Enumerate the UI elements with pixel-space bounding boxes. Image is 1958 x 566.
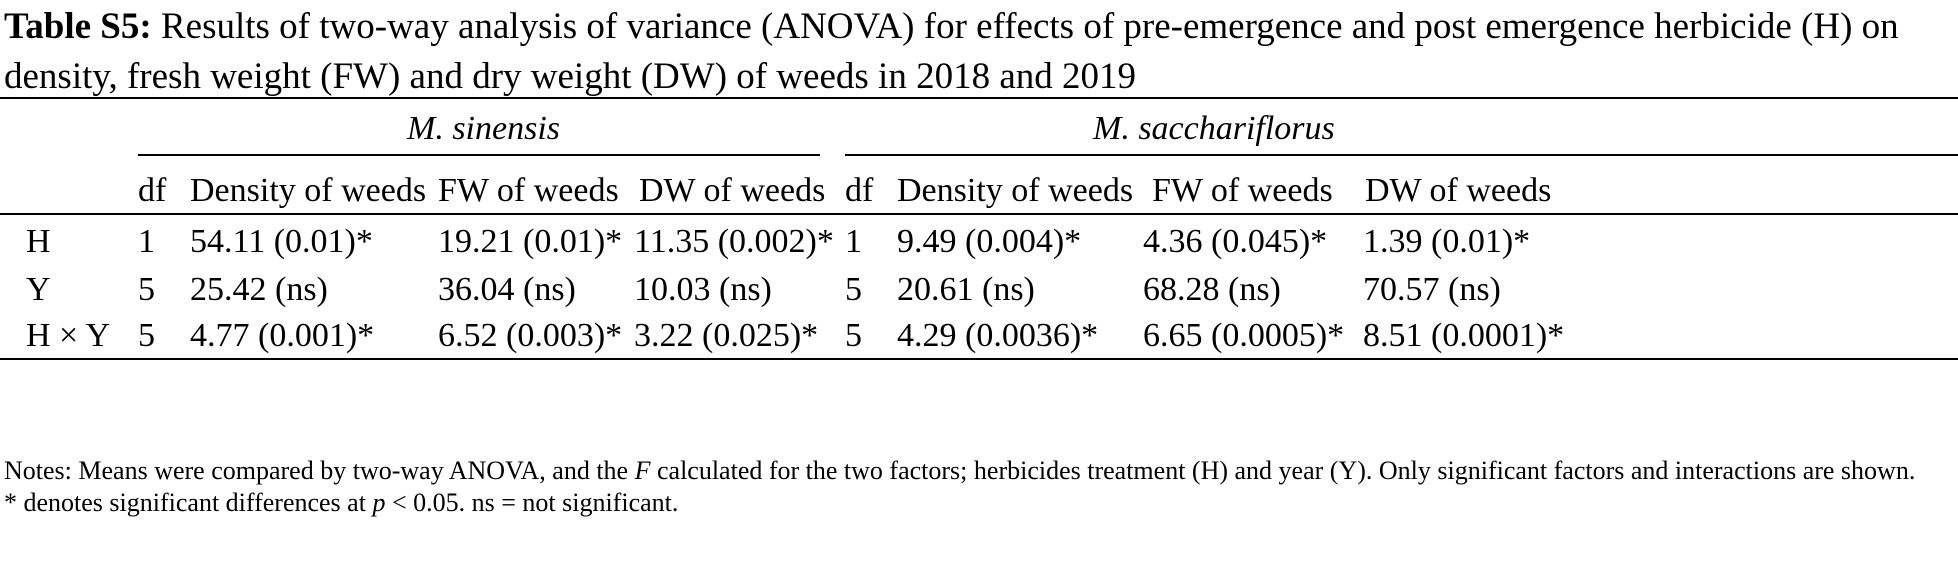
table-cell: 36.04 (ns): [438, 271, 576, 308]
table-cell: 8.51 (0.0001)*: [1363, 317, 1565, 354]
table-cell: 6.65 (0.0005)*: [1143, 317, 1345, 354]
table-cell: 25.42 (ns): [190, 271, 328, 308]
table-cell: 9.49 (0.004)*: [897, 223, 1082, 260]
row-label: Y: [26, 271, 51, 308]
notes-p-symbol: p: [372, 488, 386, 517]
caption-label: Table S5:: [4, 6, 152, 47]
column-header: DW of weeds: [639, 172, 826, 209]
table-cell: 1: [138, 223, 155, 260]
table-cell: 20.61 (ns): [897, 271, 1035, 308]
column-header: Density of weeds: [897, 172, 1134, 209]
group-header-sacchariflorus: M. sacchariflorus: [1093, 110, 1335, 147]
column-header: df: [138, 172, 167, 209]
header-rule: [0, 213, 1958, 215]
table-cell: 1.39 (0.01)*: [1363, 223, 1531, 260]
notes-line-2: * denotes significant differences at p <…: [4, 487, 1954, 519]
column-header: DW of weeds: [1365, 172, 1552, 209]
group-rule-sacchariflorus: [845, 154, 1958, 156]
table-cell: 68.28 (ns): [1143, 271, 1281, 308]
notes-text: < 0.05. ns = not significant.: [385, 488, 679, 517]
table-cell: 70.57 (ns): [1363, 271, 1501, 308]
table-cell: 5: [845, 317, 862, 354]
notes-text: Notes: Means were compared by two-way AN…: [4, 456, 635, 485]
table-cell: 54.11 (0.01)*: [190, 223, 373, 260]
group-header-sinensis: M. sinensis: [407, 110, 560, 147]
notes-f-symbol: F: [634, 456, 651, 485]
table-cell: 5: [845, 271, 862, 308]
row-label: H: [26, 223, 51, 260]
caption-text: Results of two-way analysis of variance …: [4, 6, 1899, 97]
table-cell: 19.21 (0.01)*: [438, 223, 623, 260]
table-cell: 4.36 (0.045)*: [1143, 223, 1328, 260]
top-rule: [0, 97, 1958, 99]
table-cell: 1: [845, 223, 862, 260]
table-cell: 4.77 (0.001)*: [190, 317, 375, 354]
table-notes: Notes: Means were compared by two-way AN…: [4, 455, 1954, 519]
column-header: FW of weeds: [1152, 172, 1333, 209]
notes-text: * denotes significant differences at: [4, 488, 373, 517]
notes-text: calculated for the two factors; herbicid…: [650, 456, 1916, 485]
table-cell: 6.52 (0.003)*: [438, 317, 623, 354]
table-cell: 11.35 (0.002)*: [634, 223, 834, 260]
notes-line-1: Notes: Means were compared by two-way AN…: [4, 455, 1954, 487]
table-cell: 5: [138, 317, 155, 354]
table-cell: 3.22 (0.025)*: [634, 317, 819, 354]
bottom-rule: [0, 358, 1958, 360]
table-cell: 5: [138, 271, 155, 308]
table-cell: 4.29 (0.0036)*: [897, 317, 1099, 354]
column-header: FW of weeds: [438, 172, 619, 209]
column-header: Density of weeds: [190, 172, 427, 209]
row-label: H × Y: [26, 317, 111, 354]
table-caption: Table S5: Results of two-way analysis of…: [4, 2, 1954, 102]
group-rule-sinensis: [138, 154, 820, 156]
table-cell: 10.03 (ns): [634, 271, 772, 308]
column-header: df: [845, 172, 874, 209]
